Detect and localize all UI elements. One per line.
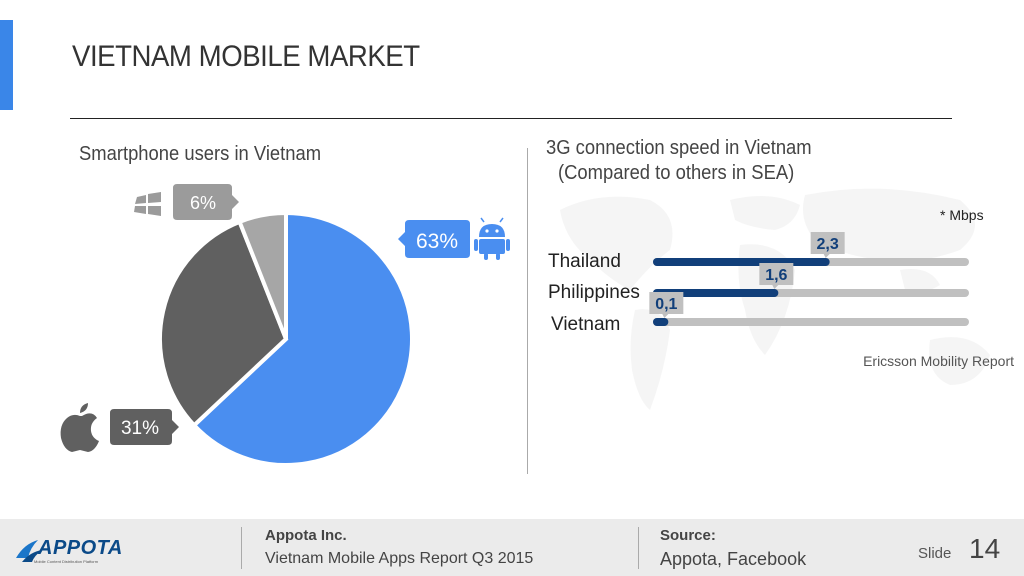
- slide-title: VIETNAM MOBILE MARKET: [72, 40, 420, 73]
- value-callout-thailand: [810, 232, 845, 258]
- slice-label-windows: 6%: [190, 193, 216, 213]
- bar-chart-title: 3G connection speed in Vietnam: [546, 137, 812, 159]
- category-label-vietnam: Vietnam: [551, 314, 621, 335]
- appota-logo-icon: [16, 540, 42, 562]
- logo-tagline: Mobile Content Distribution Platform: [34, 559, 99, 564]
- accent-bar: [0, 20, 13, 110]
- pie-slice-ios: [158, 219, 289, 429]
- value-callout-vietnam: [649, 292, 684, 318]
- windows-icon: [134, 192, 161, 216]
- pie-slice-windows: [237, 210, 288, 340]
- footer-report: Vietnam Mobile Apps Report Q3 2015: [265, 550, 534, 567]
- ios-callout: 31%: [110, 409, 179, 445]
- footer-source: Appota, Facebook: [660, 549, 807, 569]
- slice-label-android: 63%: [416, 230, 458, 253]
- value-label-philippines: 1,6: [765, 267, 787, 284]
- footer-divider: [241, 527, 242, 569]
- footer-divider: [638, 527, 639, 569]
- slice-label-ios: 31%: [121, 418, 159, 439]
- pie-chart-title: Smartphone users in Vietnam: [79, 143, 322, 165]
- category-label-philippines: Philippines: [548, 282, 640, 303]
- value-label-vietnam: 0,1: [655, 296, 677, 313]
- value-label-thailand: 2,3: [817, 236, 839, 253]
- value-callout-philippines: [759, 263, 794, 289]
- section-divider: [527, 148, 528, 474]
- apple-icon: [60, 403, 99, 452]
- slide-number: 14: [969, 533, 1001, 564]
- title-divider: [70, 118, 952, 119]
- chart-source: Ericsson Mobility Report: [863, 353, 1014, 369]
- appota-logo: APPOTA Mobile Content Distribution Platf…: [14, 534, 122, 566]
- pie-slice-android: [191, 210, 414, 467]
- footer: APPOTA Mobile Content Distribution Platf…: [0, 519, 1024, 576]
- logo-text: APPOTA: [38, 537, 123, 559]
- footer-company: Appota Inc.: [265, 527, 347, 544]
- android-icon: [474, 217, 510, 260]
- footer-source-label: Source:: [660, 527, 716, 544]
- slide-label: Slide: [918, 545, 952, 562]
- category-label-thailand: Thailand: [548, 251, 621, 272]
- windows-callout: 6%: [173, 184, 239, 220]
- android-callout: 63%: [398, 220, 470, 258]
- unit-note: * Mbps: [940, 207, 984, 223]
- bar-chart-subtitle: (Compared to others in SEA): [558, 162, 795, 184]
